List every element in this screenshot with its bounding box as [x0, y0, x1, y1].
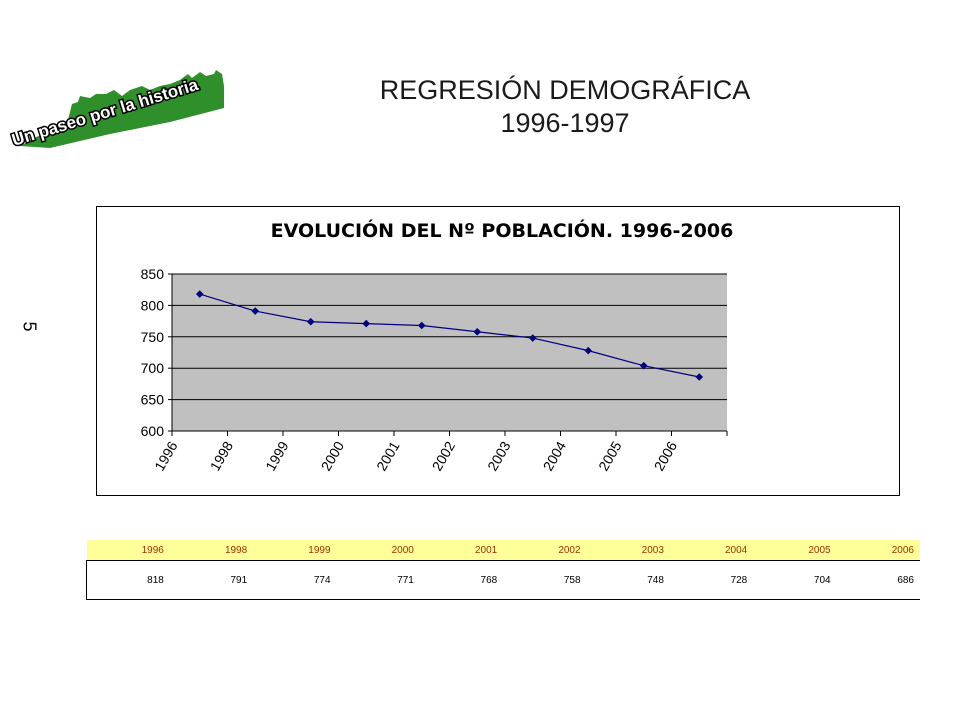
table-value-cell: 728 — [730, 574, 748, 586]
x-tick-label: 2006 — [651, 438, 681, 473]
data-point — [251, 307, 260, 315]
town-skyline-logo: Un paseo por la historia — [10, 70, 224, 151]
table-row-years: 1996 1998 1999 2000 2001 2002 2003 2004 2005 2006 — [86, 540, 920, 561]
slide-number: 5 — [19, 321, 40, 332]
table-value-cell: 758 — [563, 574, 581, 586]
table-year-cell: 1996 — [86, 540, 170, 561]
y-tick-label: 750 — [141, 329, 165, 345]
x-tick-label: 2003 — [484, 438, 514, 473]
chart-title: EVOLUCIÓN DEL Nº POBLACIÓN. 1996-2006 — [271, 218, 734, 242]
x-tick-label: 2005 — [595, 438, 625, 473]
y-tick-label: 650 — [141, 392, 165, 408]
table-year-cell: 2005 — [753, 540, 837, 561]
table-year-cell: 2003 — [586, 540, 670, 561]
y-tick-label: 600 — [141, 423, 165, 439]
data-point — [306, 317, 315, 326]
slide-title: REGRESIÓN DEMOGRÁFICA 1996-1997 — [330, 74, 800, 140]
table-value-cell: 818 — [85, 560, 170, 600]
plot-area — [172, 274, 727, 431]
table-value-cell: 686 — [897, 574, 914, 586]
chart-canvas: EVOLUCIÓN DEL Nº POBLACIÓN. 1996-2006 600… — [141, 218, 734, 473]
population-table: 1996 1998 1999 2000 2001 2002 2003 2004 2005 2006… — [85, 540, 920, 600]
slide-title-line-2: 1996-1997 — [500, 108, 630, 138]
table-year-cell: 1998 — [169, 540, 254, 561]
table-value-cell: 771 — [397, 574, 414, 586]
x-tick-label: 2004 — [540, 438, 570, 473]
x-tick-label: 1998 — [207, 438, 237, 473]
table-year-cell: 2001 — [419, 540, 504, 561]
data-point — [417, 321, 426, 330]
table-row-values: 818 791 774 771 768 758 748 728 704 686 — [85, 560, 920, 600]
table-value-cell: 748 — [647, 574, 664, 586]
table-year-cell: 2004 — [669, 540, 754, 561]
y-tick-label: 700 — [141, 360, 165, 376]
y-tick-label: 850 — [141, 266, 165, 282]
table-value-cell: 774 — [313, 574, 331, 586]
table-value-cell: 791 — [230, 574, 248, 586]
data-point — [584, 346, 593, 355]
table-value-cell: 704 — [813, 574, 831, 586]
data-point — [473, 327, 482, 336]
data-point — [639, 361, 648, 370]
x-tick-label: 1996 — [151, 438, 181, 473]
population-chart: EVOLUCIÓN DEL Nº POBLACIÓN. 1996-2006 600… — [96, 206, 900, 496]
table-year-cell: 2002 — [503, 540, 587, 561]
series-line — [199, 293, 700, 378]
table-year-cell: 2006 — [836, 540, 920, 561]
y-tick-label: 800 — [141, 297, 165, 313]
data-point — [695, 373, 704, 381]
table-year-cell: 1999 — [253, 540, 337, 561]
table-year-cell: 2000 — [336, 540, 420, 561]
data-point — [362, 319, 371, 328]
x-tick-label: 2002 — [429, 438, 459, 473]
x-tick-label: 2001 — [373, 438, 403, 473]
data-point — [195, 290, 204, 298]
table-value-cell: 768 — [480, 574, 498, 586]
data-point — [528, 334, 537, 342]
slide-title-line-1: REGRESIÓN DEMOGRÁFICA — [379, 75, 751, 105]
x-tick-label: 1999 — [262, 438, 292, 473]
x-tick-label: 2000 — [318, 438, 348, 473]
